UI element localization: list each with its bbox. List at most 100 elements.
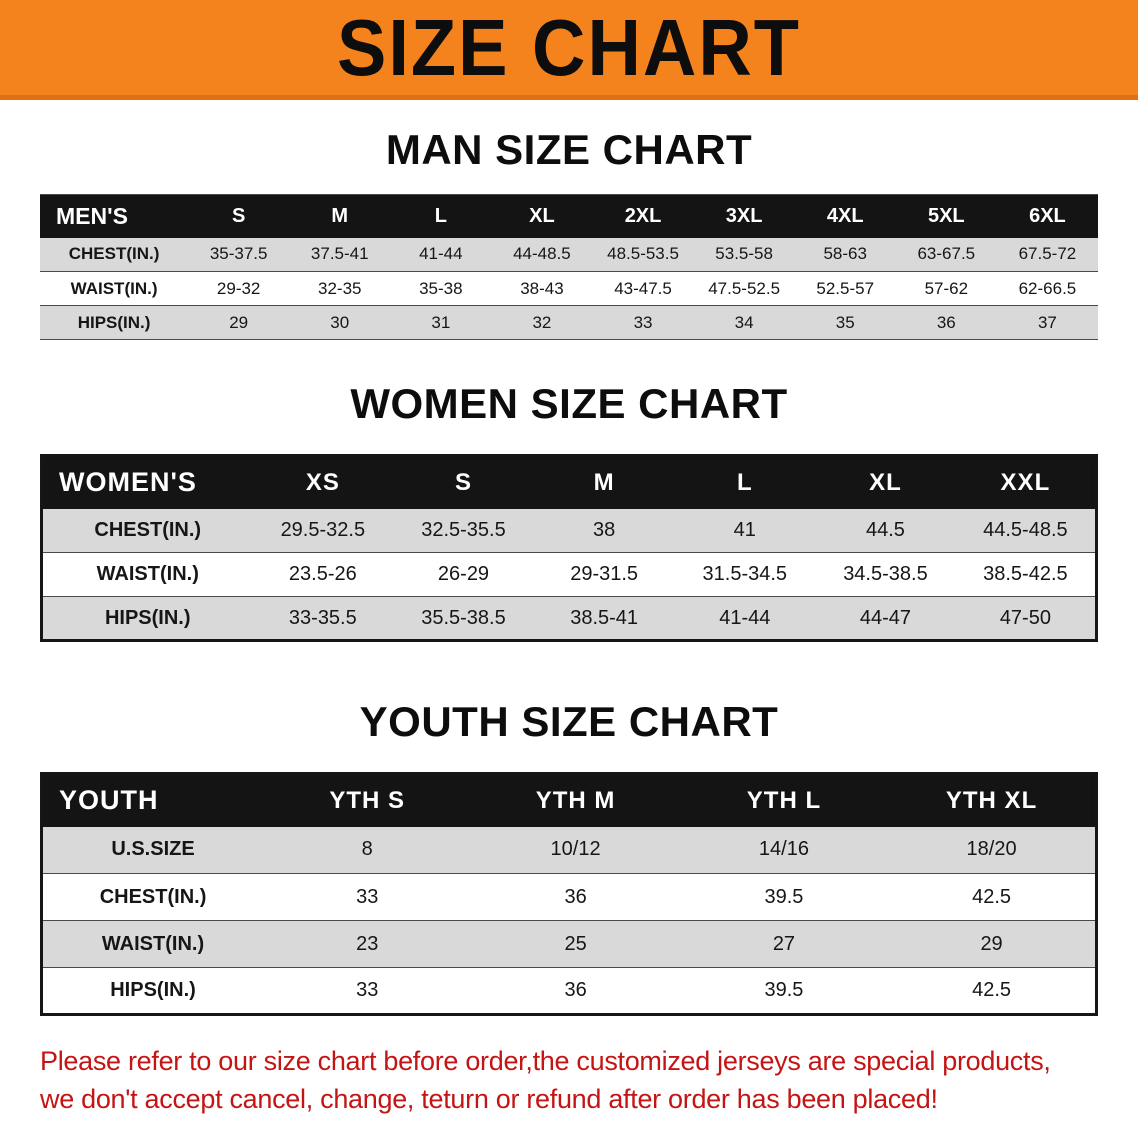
size-column-header: L	[390, 194, 492, 238]
banner: SIZE CHART	[0, 0, 1138, 100]
size-table: WOMEN'S XS S M L XL XXL CHEST(IN.) 29.5-32.5 32.5…	[40, 454, 1098, 642]
size-column-header: 6XL	[996, 194, 1098, 238]
row-label: WAIST(IN.)	[41, 920, 264, 968]
size-value-cell: 48.5-53.5	[592, 237, 694, 272]
men-size-chart-heading: MAN SIZE CHART	[385, 126, 753, 173]
size-value-cell: 41-44	[674, 596, 816, 641]
size-value-cell: 39.5	[679, 967, 889, 1015]
men-size-table: MEN'S S M L XL 2XL 3XL 4XL 5XL 6XL CHEST(IN.) 35-37…	[40, 194, 1098, 340]
note-line-2: we don't accept cancel, change, teturn o…	[40, 1084, 938, 1114]
size-value-cell: 33	[263, 967, 472, 1015]
size-value-cell: 67.5-72	[996, 237, 1098, 272]
size-column-header: YTH L	[679, 773, 889, 827]
size-value-cell: 26-29	[393, 552, 534, 597]
table-row: WAIST(IN.) 23.5-26 26-29 29-31.5 31.5-34.5 34…	[41, 552, 1097, 597]
size-value-cell: 29	[888, 920, 1097, 968]
size-value-cell: 35.5-38.5	[393, 596, 534, 641]
size-value-cell: 32.5-35.5	[393, 508, 534, 553]
size-value-cell: 41-44	[390, 237, 492, 272]
women-size-chart-heading: WOMEN SIZE CHART	[350, 380, 788, 427]
size-value-cell: 33	[592, 305, 694, 340]
size-value-cell: 23.5-26	[252, 552, 394, 597]
table-row: HIPS(IN.) 33-35.5 35.5-38.5 38.5-41 41-44 44-…	[41, 596, 1097, 641]
size-value-cell: 18/20	[888, 826, 1097, 874]
size-value-cell: 44-47	[815, 596, 956, 641]
size-column-header: XXL	[955, 455, 1097, 509]
size-value-cell: 8	[263, 826, 472, 874]
size-value-cell: 10/12	[471, 826, 680, 874]
size-value-cell: 58-63	[794, 237, 896, 272]
youth-size-chart-heading: YOUTH SIZE CHART	[359, 698, 779, 745]
size-value-cell: 44.5	[815, 508, 956, 553]
size-value-cell: 43-47.5	[592, 271, 694, 306]
size-value-cell: 38.5-42.5	[955, 552, 1097, 597]
size-column-header: 3XL	[693, 194, 795, 238]
table-header-row: MEN'S S M L XL 2XL 3XL 4XL 5XL 6XL	[40, 194, 1098, 238]
size-column-header: L	[674, 455, 816, 509]
row-label: WAIST(IN.)	[40, 271, 189, 306]
size-column-header: YTH M	[471, 773, 680, 827]
table-row: CHEST(IN.) 33 36 39.5 42.5	[41, 873, 1097, 921]
size-value-cell: 38	[533, 508, 675, 553]
size-value-cell: 32	[491, 305, 593, 340]
row-label: CHEST(IN.)	[41, 508, 253, 553]
size-value-cell: 63-67.5	[895, 237, 997, 272]
size-value-cell: 31	[390, 305, 492, 340]
size-value-cell: 47.5-52.5	[693, 271, 795, 306]
size-value-cell: 36	[471, 873, 680, 921]
size-value-cell: 23	[263, 920, 472, 968]
row-label: CHEST(IN.)	[41, 873, 264, 921]
section-women-size-chart: WOMEN SIZE CHART WOMEN'S XS S M L XL XXL CHEST(…	[0, 380, 1138, 642]
size-value-cell: 52.5-57	[794, 271, 896, 306]
size-column-header: 2XL	[592, 194, 694, 238]
size-value-cell: 29.5-32.5	[252, 508, 394, 553]
size-value-cell: 34.5-38.5	[815, 552, 956, 597]
size-value-cell: 29	[188, 305, 290, 340]
section-men-size-chart: MAN SIZE CHART MEN'S S M L XL 2XL 3XL 4XL 5XL 6XL…	[0, 126, 1138, 340]
row-label: CHEST(IN.)	[40, 237, 189, 272]
size-column-header: S	[393, 455, 534, 509]
size-value-cell: 31.5-34.5	[674, 552, 816, 597]
size-value-cell: 35	[794, 305, 896, 340]
size-column-header: M	[533, 455, 675, 509]
size-value-cell: 44-48.5	[491, 237, 593, 272]
size-value-cell: 44.5-48.5	[955, 508, 1097, 553]
table-header-row: YOUTH YTH S YTH M YTH L YTH XL	[41, 773, 1097, 827]
size-value-cell: 33	[263, 873, 472, 921]
size-value-cell: 36	[895, 305, 997, 340]
size-value-cell: 47-50	[955, 596, 1097, 641]
section-youth-size-chart: YOUTH SIZE CHART YOUTH YTH S YTH M YTH L YTH…	[0, 698, 1138, 1016]
row-label: HIPS(IN.)	[40, 305, 189, 340]
size-column-header: YTH S	[263, 773, 472, 827]
table-row: HIPS(IN.) 29 30 31 32 33 34 35 36 37	[40, 305, 1098, 340]
row-label: HIPS(IN.)	[41, 967, 264, 1015]
size-value-cell: 39.5	[679, 873, 889, 921]
size-value-cell: 27	[679, 920, 889, 968]
table-corner-label: WOMEN'S	[41, 455, 253, 509]
size-value-cell: 35-38	[390, 271, 492, 306]
size-column-header: XL	[491, 194, 593, 238]
size-column-header: XL	[815, 455, 956, 509]
size-column-header: 5XL	[895, 194, 997, 238]
table-row: CHEST(IN.) 29.5-32.5 32.5-35.5 38 41 44.5 44.5…	[41, 508, 1097, 553]
table-row: WAIST(IN.) 23 25 27 29	[41, 920, 1097, 968]
size-value-cell: 42.5	[888, 873, 1097, 921]
size-value-cell: 37.5-41	[289, 237, 391, 272]
youth-size-table: YOUTH YTH S YTH M YTH L YTH XL U.S.SIZE 8 10/12…	[40, 772, 1098, 1016]
women-size-table: WOMEN'S XS S M L XL XXL CHEST(IN.) 29.5-32.5 32.5…	[40, 454, 1098, 642]
table-corner-label: YOUTH	[41, 773, 264, 827]
note-line-1: Please refer to our size chart before or…	[40, 1046, 1051, 1076]
size-column-header: S	[188, 194, 290, 238]
table-header-row: WOMEN'S XS S M L XL XXL	[41, 455, 1097, 509]
page-title: SIZE CHART	[337, 2, 801, 93]
table-row: WAIST(IN.) 29-32 32-35 35-38 38-43 43-47.5 47.…	[40, 271, 1098, 306]
size-column-header: XS	[252, 455, 394, 509]
size-value-cell: 36	[471, 967, 680, 1015]
size-table: YOUTH YTH S YTH M YTH L YTH XL U.S.SIZE 8 10/12…	[40, 772, 1098, 1016]
size-value-cell: 38.5-41	[533, 596, 675, 641]
row-label: HIPS(IN.)	[41, 596, 253, 641]
size-column-header: YTH XL	[888, 773, 1097, 827]
size-column-header: M	[289, 194, 391, 238]
table-row: HIPS(IN.) 33 36 39.5 42.5	[41, 967, 1097, 1015]
